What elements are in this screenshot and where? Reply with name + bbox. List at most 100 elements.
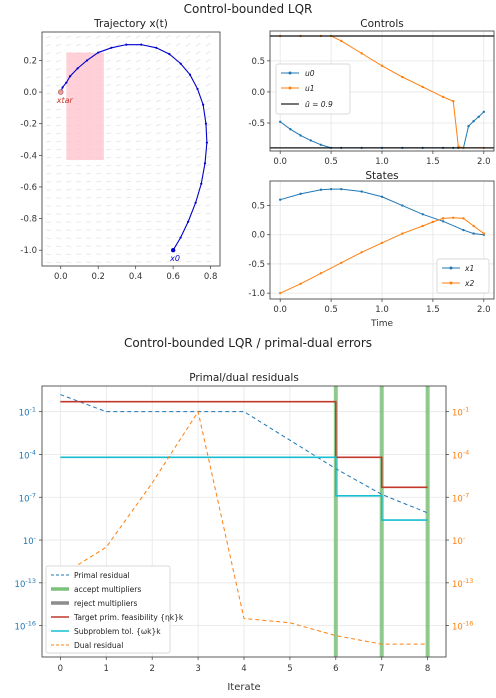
xtick-label: 6 (333, 664, 338, 674)
xtick-label: 8 (425, 664, 430, 674)
vector-arrow (195, 75, 201, 79)
vector-arrow (195, 131, 201, 135)
vector-arrow (155, 221, 161, 223)
vector-arrow (195, 139, 201, 143)
vector-arrow (195, 164, 201, 167)
vector-arrow (45, 133, 51, 135)
vector-arrow (185, 115, 191, 119)
series-point (431, 220, 435, 224)
vector-arrow (145, 35, 151, 39)
ytick-label: 10- (452, 534, 466, 547)
states-xlabel: Time (370, 319, 393, 329)
vector-arrow (135, 99, 141, 103)
vector-arrow (185, 67, 191, 71)
vector-arrow (185, 51, 191, 55)
series-point (319, 143, 323, 146)
ytick-label: 10-13 (452, 577, 473, 590)
vector-arrow (165, 83, 171, 87)
vector-arrow (205, 196, 211, 199)
vector-arrow (65, 35, 71, 39)
vector-arrow (195, 180, 201, 183)
xtick-label: 1.0 (375, 305, 389, 315)
vector-arrow (205, 236, 211, 239)
series-line (60, 456, 428, 521)
vector-arrow (125, 164, 131, 167)
vector-arrow (135, 156, 141, 159)
vector-arrow (155, 67, 161, 71)
ytick-label: 0.5 (251, 57, 265, 67)
vector-arrow (105, 67, 111, 71)
vector-arrow (175, 107, 181, 111)
vector-arrow (155, 164, 161, 167)
vector-arrow (185, 59, 191, 63)
vector-arrow (185, 43, 191, 47)
vector-arrow (175, 188, 181, 191)
vector-arrow (55, 52, 61, 55)
vector-arrow (105, 156, 111, 159)
vector-arrow (105, 75, 111, 79)
vector-arrow (145, 204, 151, 207)
vector-arrow (205, 212, 211, 215)
vector-arrow (125, 75, 131, 79)
vector-arrow (105, 124, 111, 127)
vector-arrow (165, 212, 171, 215)
vector-arrow (95, 173, 101, 175)
vector-arrow (195, 147, 201, 151)
vector-arrow (105, 189, 111, 191)
vector-arrow (115, 124, 121, 127)
vector-arrow (45, 253, 52, 255)
vector-arrow (205, 164, 211, 167)
vector-arrow (165, 172, 171, 175)
vector-arrow (135, 172, 141, 175)
vector-arrow (115, 100, 121, 103)
vector-arrow (105, 100, 111, 103)
controls-ticks: 0.0 0.5 1.0 1.5 2.0 0.5 0.0 -0.5 (248, 57, 490, 167)
vector-arrow (55, 44, 61, 47)
vector-arrow (135, 75, 141, 79)
vector-arrow (135, 67, 141, 71)
ytick-label: 10-13 (15, 577, 36, 590)
vector-arrow (175, 172, 181, 175)
vector-arrow (135, 83, 141, 87)
vector-arrow (45, 245, 52, 247)
vector-arrow (115, 59, 121, 63)
vector-arrow (205, 107, 211, 111)
vector-arrow (155, 115, 161, 119)
xtick-label: 0 (58, 664, 63, 674)
ytick-label: 10-4 (452, 448, 469, 461)
vector-arrow (175, 148, 181, 151)
series-point (340, 39, 343, 43)
residuals-panel: 0 1 2 3 4 5 6 7 8 10-1 10-4 10-7 10- 10-13 10-16 10-1 10… (15, 372, 474, 693)
vector-arrow (45, 36, 51, 39)
vector-arrow (205, 228, 211, 231)
xtick-label: 2.0 (477, 157, 491, 167)
trajectory-point (125, 43, 128, 46)
ytick-exponent: -1 (30, 406, 36, 414)
vector-arrow (135, 188, 141, 191)
vector-arrow (155, 180, 161, 183)
vector-arrow (115, 67, 121, 71)
vector-arrow (165, 51, 171, 55)
vector-arrow (145, 140, 151, 143)
vector-arrow (165, 188, 171, 191)
vector-arrow (45, 52, 51, 55)
legend-bound-label: ū = 0.9 (305, 100, 333, 109)
vector-arrow (175, 220, 181, 223)
xtick-label: 5 (287, 664, 292, 674)
traj-ytick-label: -0.8 (20, 215, 37, 225)
vector-arrow (155, 43, 161, 47)
figure2-suptitle: Control-bounded LQR / primal-dual errors (124, 336, 372, 350)
vector-arrow (175, 123, 181, 127)
series-point (289, 128, 292, 131)
vector-arrow (125, 91, 131, 95)
vector-arrow (105, 92, 111, 95)
vector-arrow (55, 76, 61, 79)
traj-ytick-label: -1.0 (20, 246, 37, 256)
vector-arrow (135, 221, 142, 223)
legend-x2-marker (449, 281, 453, 285)
vector-arrow (175, 75, 181, 79)
vector-arrow (145, 164, 151, 167)
traj-xtick-label: 0.6 (166, 272, 180, 282)
trajectory-point (203, 162, 207, 165)
ytick-exponent: -7 (463, 491, 469, 499)
